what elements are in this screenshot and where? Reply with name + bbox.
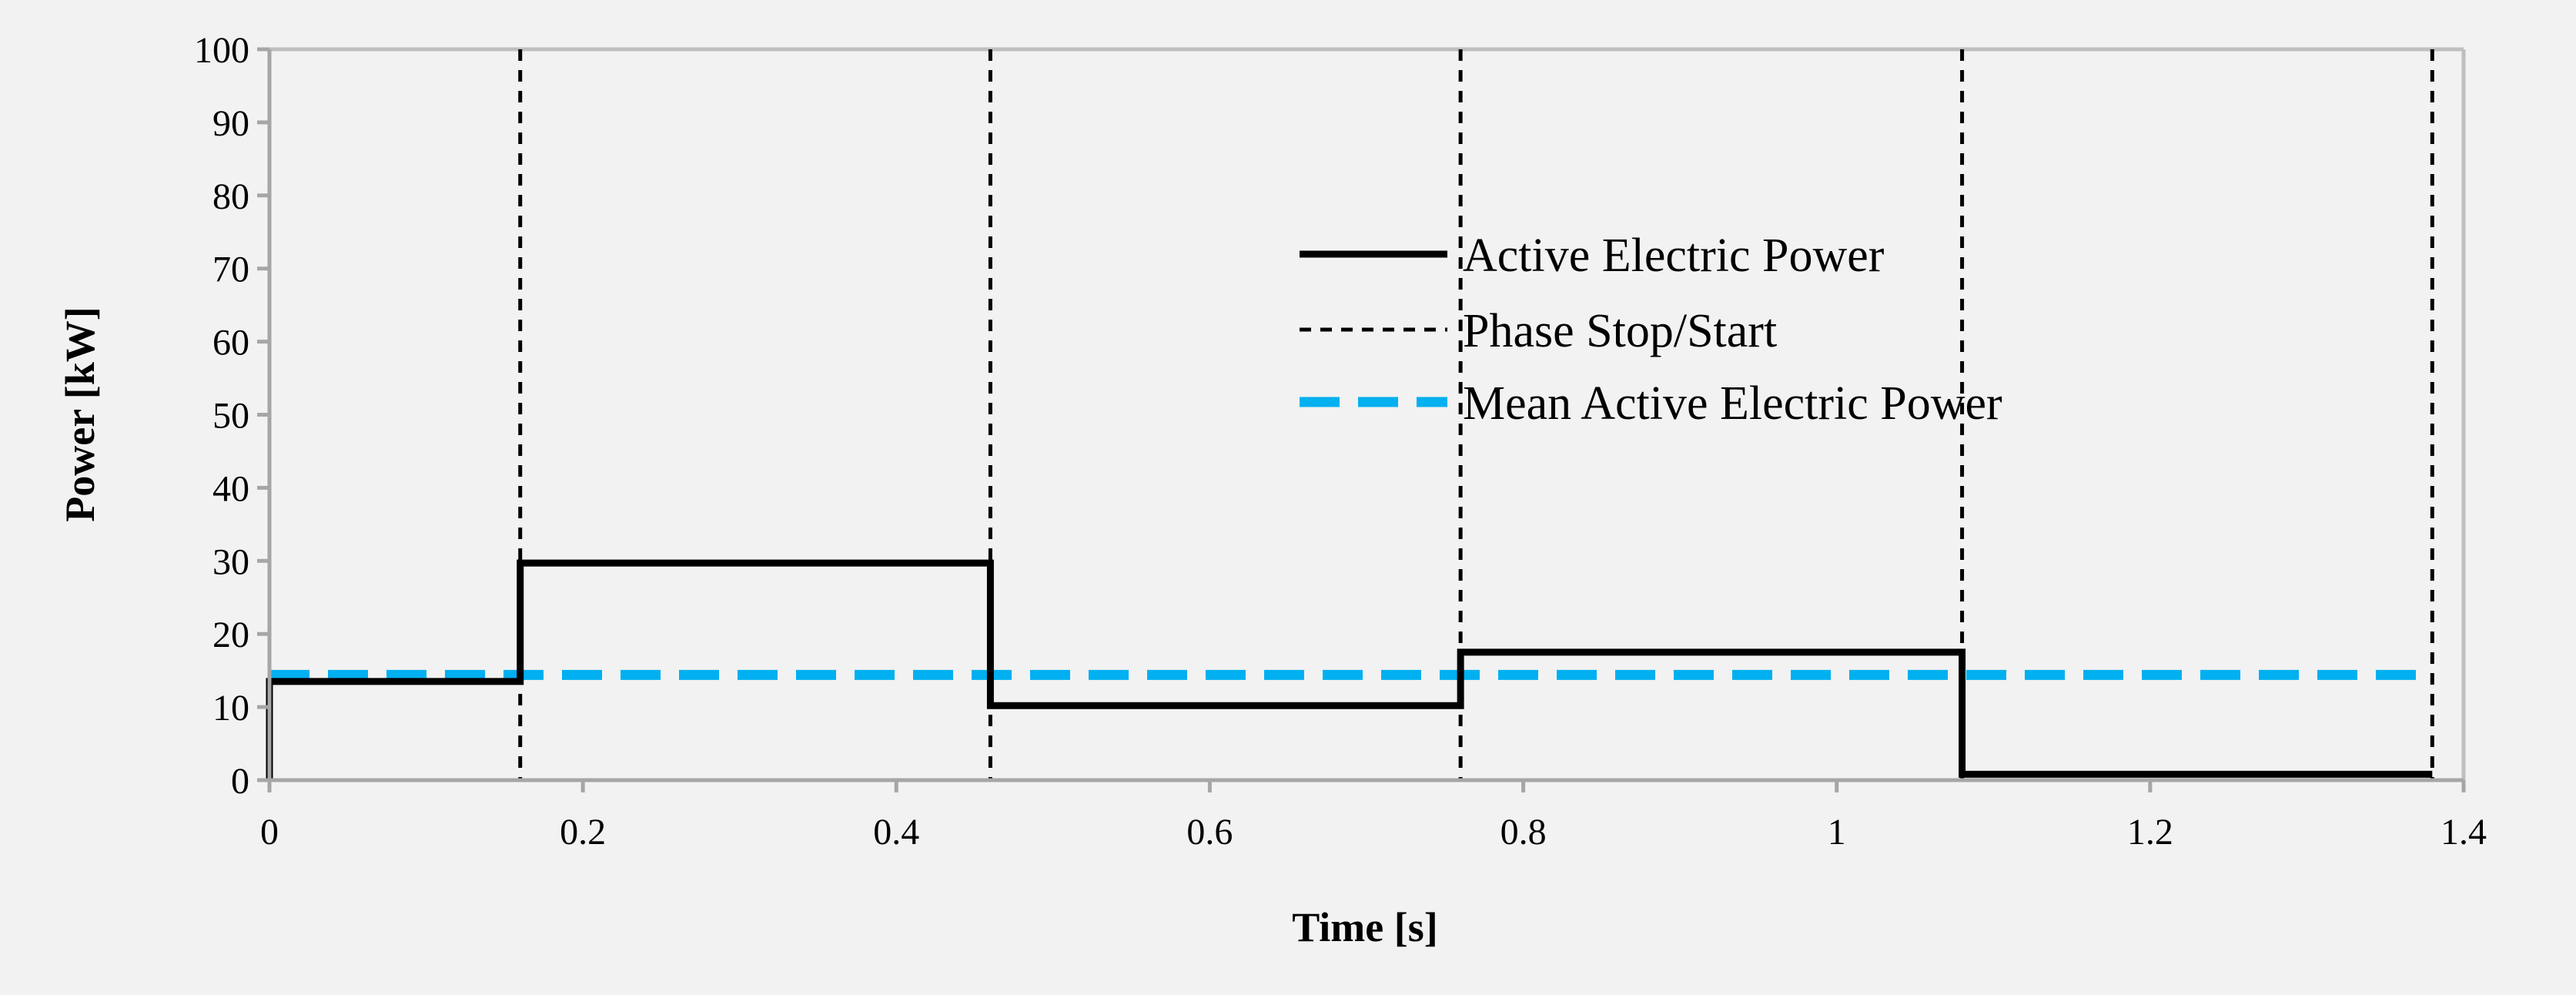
x-tick-label: 0.2 [560,812,606,853]
y-tick-label: 80 [212,176,249,217]
y-tick-label: 50 [212,396,249,437]
x-tick-label: 0 [260,812,279,853]
x-axis-title: Time [s] [1292,904,1437,950]
y-tick-label: 70 [212,250,249,290]
y-tick-label: 10 [212,688,249,729]
x-tick-label: 0.8 [1500,812,1547,853]
y-tick-label: 0 [231,761,249,802]
x-tick-label: 1.4 [2441,812,2487,853]
x-tick-label: 0.4 [873,812,919,853]
y-tick-label: 30 [212,541,249,582]
plot-frame [269,47,2466,780]
active-power-line [266,559,2433,780]
active-power-line-group [266,559,2433,780]
legend-label-mean-power: Mean Active Electric Power [1463,377,2002,430]
y-axis-title: Power [kW] [57,307,103,521]
y-tick-label: 20 [212,615,249,655]
y-axis-ticks: 0 10 20 30 40 50 60 70 80 90 100 [194,30,269,802]
y-tick-label: 60 [212,323,249,363]
y-tick-label: 40 [212,468,249,509]
x-tick-label: 1 [1828,812,1846,853]
x-axis-ticks: 0 0.2 0.4 0.6 0.8 1 1.2 1.4 [260,780,2487,853]
legend-label-phase-stop-start: Phase Stop/Start [1463,305,1777,357]
y-tick-label: 100 [194,30,249,71]
legend-label-active-power: Active Electric Power [1463,229,1885,282]
x-tick-label: 1.2 [2127,812,2173,853]
x-tick-label: 0.6 [1186,812,1233,853]
y-tick-label: 90 [212,103,249,144]
legend: Active Electric Power Phase Stop/Start M… [1300,229,2002,430]
